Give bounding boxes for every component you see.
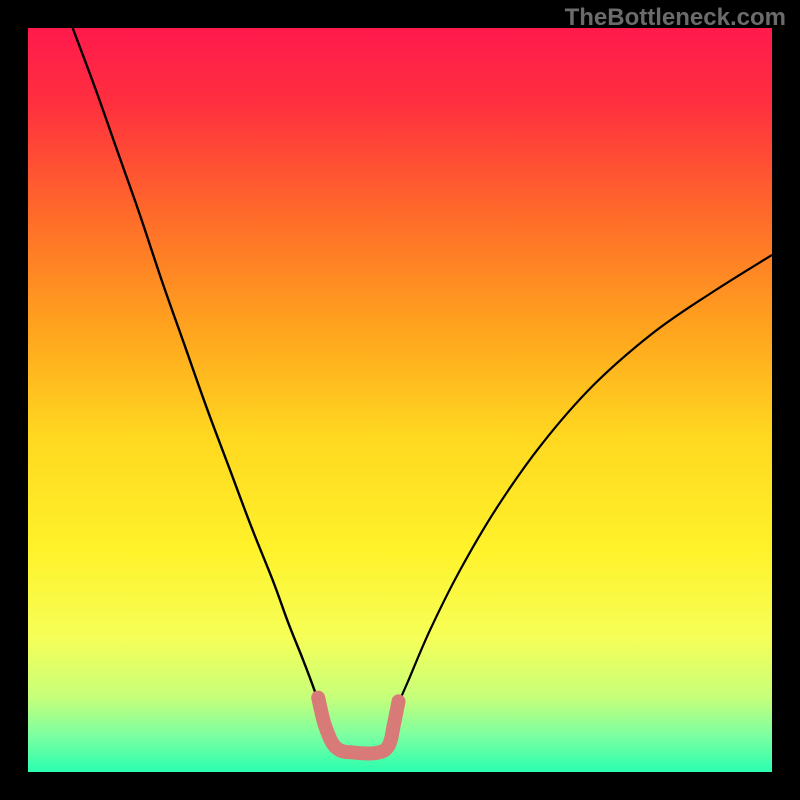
chart-frame bbox=[28, 28, 772, 772]
bottleneck-gradient-plot bbox=[28, 28, 772, 772]
gradient-background bbox=[28, 28, 772, 772]
watermark-text: TheBottleneck.com bbox=[565, 4, 786, 32]
